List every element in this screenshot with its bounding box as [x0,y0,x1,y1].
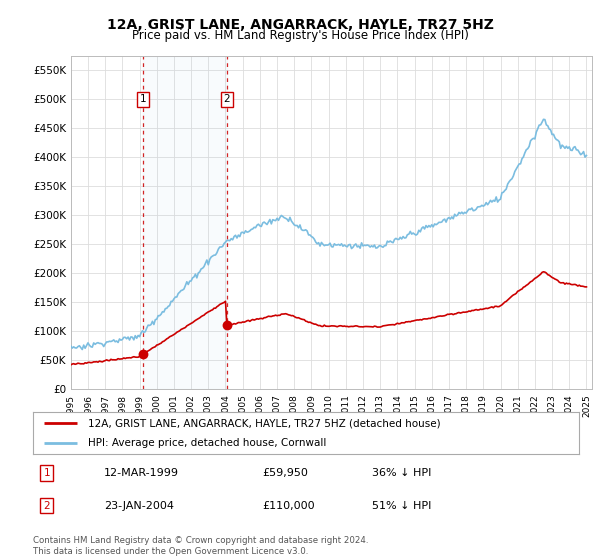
Text: 12A, GRIST LANE, ANGARRACK, HAYLE, TR27 5HZ (detached house): 12A, GRIST LANE, ANGARRACK, HAYLE, TR27 … [88,418,440,428]
Text: 2: 2 [223,95,230,105]
Text: 1: 1 [43,468,50,478]
Text: HPI: Average price, detached house, Cornwall: HPI: Average price, detached house, Corn… [88,438,326,448]
Text: Contains HM Land Registry data © Crown copyright and database right 2024.
This d: Contains HM Land Registry data © Crown c… [33,536,368,556]
Text: 1: 1 [140,95,146,105]
Point [138,350,148,359]
Text: 12-MAR-1999: 12-MAR-1999 [104,468,179,478]
Text: 36% ↓ HPI: 36% ↓ HPI [371,468,431,478]
Text: 12A, GRIST LANE, ANGARRACK, HAYLE, TR27 5HZ: 12A, GRIST LANE, ANGARRACK, HAYLE, TR27 … [107,18,493,32]
Text: £59,950: £59,950 [262,468,308,478]
Bar [143,56,227,389]
Text: £110,000: £110,000 [262,501,315,511]
Text: 2: 2 [43,501,50,511]
Text: 23-JAN-2004: 23-JAN-2004 [104,501,174,511]
Text: Price paid vs. HM Land Registry's House Price Index (HPI): Price paid vs. HM Land Registry's House … [131,29,469,42]
Point [222,321,232,330]
Text: 51% ↓ HPI: 51% ↓ HPI [371,501,431,511]
